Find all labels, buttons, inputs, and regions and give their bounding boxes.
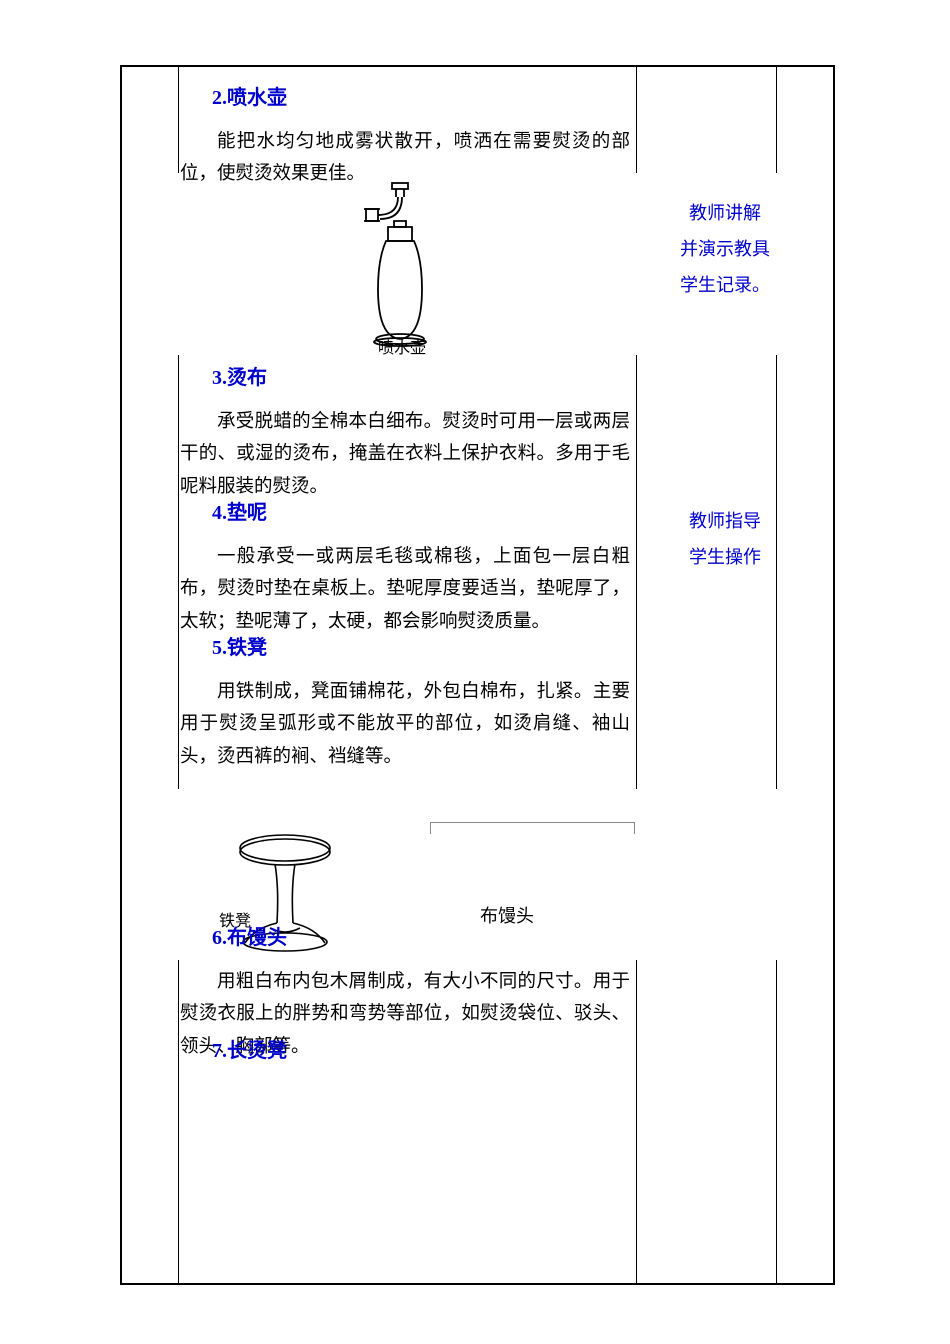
section-2: 2.喷水壶 能把水均匀地成雾状散开，喷洒在需要熨烫的部位，使熨烫效果更佳。	[180, 80, 630, 191]
note-1-line1: 教师讲解	[665, 195, 785, 231]
divider-left-seg1	[178, 65, 179, 173]
note-1-line2: 并演示教具	[665, 231, 785, 267]
section-5-body: 用铁制成，凳面铺棉花，外包白棉布，扎紧。主要用于熨烫呈弧形或不能放平的部位，如烫…	[180, 676, 630, 773]
spray-bottle-icon	[338, 179, 458, 354]
section-4-body: 一般承受一或两层毛毯或棉毯，上面包一层白粗布，熨烫时垫在桌板上。垫呢厚度要适当，…	[180, 541, 630, 638]
decor-line-v2	[634, 822, 635, 834]
section-2-title: 2.喷水壶	[180, 80, 630, 116]
section-4: 4.垫呢 一般承受一或两层毛毯或棉毯，上面包一层白粗布，熨烫时垫在桌板上。垫呢厚…	[180, 495, 630, 638]
note-2-line1: 教师指导	[665, 503, 785, 539]
divider-right-seg1a	[636, 65, 637, 173]
section-5: 5.铁凳 用铁制成，凳面铺棉花，外包白棉布，扎紧。主要用于熨烫呈弧形或不能放平的…	[180, 630, 630, 773]
section-7: 7.长烫凳	[180, 1033, 630, 1079]
divider-left-seg2	[178, 355, 179, 789]
section-3-body: 承受脱蜡的全棉本白细布。熨烫时可用一层或两层干的、或湿的烫布，掩盖在衣料上保护衣…	[180, 406, 630, 503]
section-3: 3.烫布 承受脱蜡的全棉本白细布。熨烫时可用一层或两层干的、或湿的烫布，掩盖在衣…	[180, 360, 630, 503]
decor-line-v1	[430, 822, 431, 834]
section-6: 6.布馒头	[180, 920, 630, 966]
divider-right-seg3b	[776, 960, 777, 1285]
note-block-1: 教师讲解 并演示教具 学生记录。	[665, 195, 785, 303]
divider-right-seg1b	[776, 65, 777, 173]
note-block-2: 教师指导 学生操作	[665, 503, 785, 575]
section-6-title: 6.布馒头	[180, 920, 630, 956]
section-3-title: 3.烫布	[180, 360, 630, 396]
divider-right-seg3a	[636, 960, 637, 1285]
spray-bottle-label: 喷水壶	[378, 334, 426, 358]
decor-line-h	[430, 822, 634, 823]
note-2-line2: 学生操作	[665, 539, 785, 575]
figure-spray-bottle: 喷水壶	[338, 179, 458, 359]
section-5-title: 5.铁凳	[180, 630, 630, 666]
note-1-line3: 学生记录。	[665, 267, 785, 303]
divider-right-seg2a	[636, 355, 637, 789]
section-7-title: 7.长烫凳	[180, 1033, 630, 1069]
section-4-title: 4.垫呢	[180, 495, 630, 531]
divider-left-seg3	[178, 960, 179, 1285]
